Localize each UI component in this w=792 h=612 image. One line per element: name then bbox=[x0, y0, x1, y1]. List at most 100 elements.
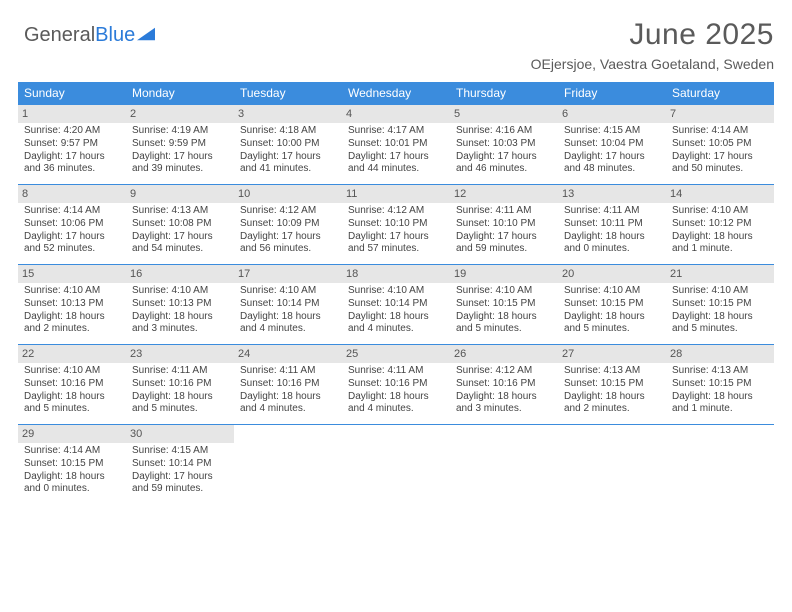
calendar-day-cell: 6 Sunrise: 4:15 AMSunset: 10:04 PMDayligh… bbox=[558, 105, 666, 185]
day-number: 12 bbox=[450, 185, 558, 203]
calendar-day-cell: 20Sunrise: 4:10 AMSunset: 10:15 PMDaylig… bbox=[558, 265, 666, 345]
day-number: 10 bbox=[234, 185, 342, 203]
day-info: Sunrise: 4:13 AMSunset: 10:15 PMDaylight… bbox=[564, 365, 660, 416]
calendar-week-row: 8Sunrise: 4:14 AMSunset: 10:06 PMDayligh… bbox=[18, 185, 774, 265]
calendar-day-cell: 14 Sunrise: 4:10 AMSunset: 10:12 PMDaylig… bbox=[666, 185, 774, 265]
day-info: Sunrise: 4:11 AMSunset: 10:10 PMDaylight… bbox=[456, 205, 552, 256]
calendar-day-cell: 15 Sunrise: 4:10 AMSunset: 10:13 PMDaylig… bbox=[18, 265, 126, 345]
day-info: Sunrise: 4:20 AMSunset: 9:57 PMDaylight:… bbox=[24, 125, 120, 176]
day-number: 26 bbox=[450, 345, 558, 363]
calendar-week-row: 22 Sunrise: 4:10 AMSunset: 10:16 PMDaylig… bbox=[18, 345, 774, 425]
day-number: 30 bbox=[126, 425, 234, 443]
logo-text-gray: General bbox=[24, 24, 95, 47]
calendar-day-cell: 1 Sunrise: 4:20 AMSunset: 9:57 PMDaylight… bbox=[18, 105, 126, 185]
day-number: 22 bbox=[18, 345, 126, 363]
calendar-week-row: 15 Sunrise: 4:10 AMSunset: 10:13 PMDaylig… bbox=[18, 265, 774, 345]
weekday-header: Saturday bbox=[666, 82, 774, 105]
calendar-day-cell: 28Sunrise: 4:13 AMSunset: 10:15 PMDaylig… bbox=[666, 345, 774, 425]
day-number: 2 bbox=[126, 105, 234, 123]
day-number: 1 bbox=[18, 105, 126, 123]
day-info: Sunrise: 4:13 AMSunset: 10:08 PMDaylight… bbox=[132, 205, 228, 256]
day-info: Sunrise: 4:10 AMSunset: 10:12 PMDaylight… bbox=[672, 205, 768, 256]
calendar-day-cell: 29 Sunrise: 4:14 AMSunset: 10:15 PMDaylig… bbox=[18, 425, 126, 505]
calendar-day-cell: 18 Sunrise: 4:10 AMSunset: 10:14 PMDaylig… bbox=[342, 265, 450, 345]
day-info: Sunrise: 4:11 AMSunset: 10:16 PMDaylight… bbox=[348, 365, 444, 416]
day-number: 29 bbox=[18, 425, 126, 443]
day-info: Sunrise: 4:17 AMSunset: 10:01 PMDaylight… bbox=[348, 125, 444, 176]
day-info: Sunrise: 4:12 AMSunset: 10:16 PMDaylight… bbox=[456, 365, 552, 416]
logo-triangle-icon bbox=[137, 27, 155, 41]
month-title: June 2025 bbox=[531, 18, 774, 52]
weekday-header: Tuesday bbox=[234, 82, 342, 105]
calendar-day-cell: 10 Sunrise: 4:12 AMSunset: 10:09 PMDaylig… bbox=[234, 185, 342, 265]
day-info: Sunrise: 4:10 AMSunset: 10:14 PMDaylight… bbox=[348, 285, 444, 336]
day-number: 16 bbox=[126, 265, 234, 283]
day-info: Sunrise: 4:11 AMSunset: 10:16 PMDaylight… bbox=[240, 365, 336, 416]
calendar-day-cell: 30 Sunrise: 4:15 AMSunset: 10:14 PMDaylig… bbox=[126, 425, 234, 505]
day-number: 19 bbox=[450, 265, 558, 283]
day-info: Sunrise: 4:10 AMSunset: 10:13 PMDaylight… bbox=[24, 285, 120, 336]
calendar-head: SundayMondayTuesdayWednesdayThursdayFrid… bbox=[18, 82, 774, 105]
day-number: 5 bbox=[450, 105, 558, 123]
calendar-day-cell: 16 Sunrise: 4:10 AMSunset: 10:13 PMDaylig… bbox=[126, 265, 234, 345]
calendar-day-cell: 12 Sunrise: 4:11 AMSunset: 10:10 PMDaylig… bbox=[450, 185, 558, 265]
calendar-day-cell: 25Sunrise: 4:11 AMSunset: 10:16 PMDaylig… bbox=[342, 345, 450, 425]
calendar-day-cell bbox=[558, 425, 666, 505]
day-number: 13 bbox=[558, 185, 666, 203]
day-number: 27 bbox=[558, 345, 666, 363]
day-info: Sunrise: 4:12 AMSunset: 10:09 PMDaylight… bbox=[240, 205, 336, 256]
day-info: Sunrise: 4:15 AMSunset: 10:04 PMDaylight… bbox=[564, 125, 660, 176]
day-info: Sunrise: 4:10 AMSunset: 10:15 PMDaylight… bbox=[456, 285, 552, 336]
day-info: Sunrise: 4:18 AMSunset: 10:00 PMDaylight… bbox=[240, 125, 336, 176]
calendar-day-cell: 5 Sunrise: 4:16 AMSunset: 10:03 PMDayligh… bbox=[450, 105, 558, 185]
calendar-day-cell: 27 Sunrise: 4:13 AMSunset: 10:15 PMDaylig… bbox=[558, 345, 666, 425]
calendar-day-cell: 7Sunrise: 4:14 AMSunset: 10:05 PMDayligh… bbox=[666, 105, 774, 185]
calendar-day-cell: 3 Sunrise: 4:18 AMSunset: 10:00 PMDayligh… bbox=[234, 105, 342, 185]
calendar-day-cell: 24Sunrise: 4:11 AMSunset: 10:16 PMDaylig… bbox=[234, 345, 342, 425]
day-info: Sunrise: 4:15 AMSunset: 10:14 PMDaylight… bbox=[132, 445, 228, 496]
logo: GeneralBlue bbox=[18, 18, 155, 47]
weekday-header: Monday bbox=[126, 82, 234, 105]
calendar-day-cell bbox=[666, 425, 774, 505]
day-number: 20 bbox=[558, 265, 666, 283]
title-block: June 2025 OEjersjoe, Vaestra Goetaland, … bbox=[531, 18, 774, 72]
day-number: 21 bbox=[666, 265, 774, 283]
calendar-day-cell: 8Sunrise: 4:14 AMSunset: 10:06 PMDayligh… bbox=[18, 185, 126, 265]
calendar-day-cell bbox=[450, 425, 558, 505]
day-info: Sunrise: 4:10 AMSunset: 10:16 PMDaylight… bbox=[24, 365, 120, 416]
calendar-table: SundayMondayTuesdayWednesdayThursdayFrid… bbox=[18, 82, 774, 505]
calendar-week-row: 29 Sunrise: 4:14 AMSunset: 10:15 PMDaylig… bbox=[18, 425, 774, 505]
calendar-body: 1 Sunrise: 4:20 AMSunset: 9:57 PMDaylight… bbox=[18, 105, 774, 505]
weekday-header: Thursday bbox=[450, 82, 558, 105]
day-info: Sunrise: 4:13 AMSunset: 10:15 PMDaylight… bbox=[672, 365, 768, 416]
calendar-day-cell: 4 Sunrise: 4:17 AMSunset: 10:01 PMDayligh… bbox=[342, 105, 450, 185]
day-number: 4 bbox=[342, 105, 450, 123]
weekday-header: Wednesday bbox=[342, 82, 450, 105]
calendar-day-cell: 26 Sunrise: 4:12 AMSunset: 10:16 PMDaylig… bbox=[450, 345, 558, 425]
day-info: Sunrise: 4:12 AMSunset: 10:10 PMDaylight… bbox=[348, 205, 444, 256]
weekday-header-row: SundayMondayTuesdayWednesdayThursdayFrid… bbox=[18, 82, 774, 105]
day-number: 9 bbox=[126, 185, 234, 203]
page: GeneralBlue June 2025 OEjersjoe, Vaestra… bbox=[0, 0, 792, 505]
day-info: Sunrise: 4:16 AMSunset: 10:03 PMDaylight… bbox=[456, 125, 552, 176]
day-info: Sunrise: 4:10 AMSunset: 10:13 PMDaylight… bbox=[132, 285, 228, 336]
day-number: 17 bbox=[234, 265, 342, 283]
calendar-day-cell: 9 Sunrise: 4:13 AMSunset: 10:08 PMDayligh… bbox=[126, 185, 234, 265]
calendar-day-cell bbox=[342, 425, 450, 505]
calendar-day-cell: 2Sunrise: 4:19 AMSunset: 9:59 PMDaylight… bbox=[126, 105, 234, 185]
header: GeneralBlue June 2025 OEjersjoe, Vaestra… bbox=[18, 18, 774, 72]
day-number: 15 bbox=[18, 265, 126, 283]
day-number: 3 bbox=[234, 105, 342, 123]
day-number: 14 bbox=[666, 185, 774, 203]
day-number: 23 bbox=[126, 345, 234, 363]
day-info: Sunrise: 4:14 AMSunset: 10:06 PMDaylight… bbox=[24, 205, 120, 256]
logo-text-blue: Blue bbox=[95, 24, 135, 47]
calendar-day-cell: 21Sunrise: 4:10 AMSunset: 10:15 PMDaylig… bbox=[666, 265, 774, 345]
day-info: Sunrise: 4:11 AMSunset: 10:11 PMDaylight… bbox=[564, 205, 660, 256]
calendar-day-cell: 13 Sunrise: 4:11 AMSunset: 10:11 PMDaylig… bbox=[558, 185, 666, 265]
day-info: Sunrise: 4:14 AMSunset: 10:15 PMDaylight… bbox=[24, 445, 120, 496]
calendar-day-cell bbox=[234, 425, 342, 505]
day-number: 6 bbox=[558, 105, 666, 123]
day-number: 18 bbox=[342, 265, 450, 283]
calendar-day-cell: 17Sunrise: 4:10 AMSunset: 10:14 PMDaylig… bbox=[234, 265, 342, 345]
